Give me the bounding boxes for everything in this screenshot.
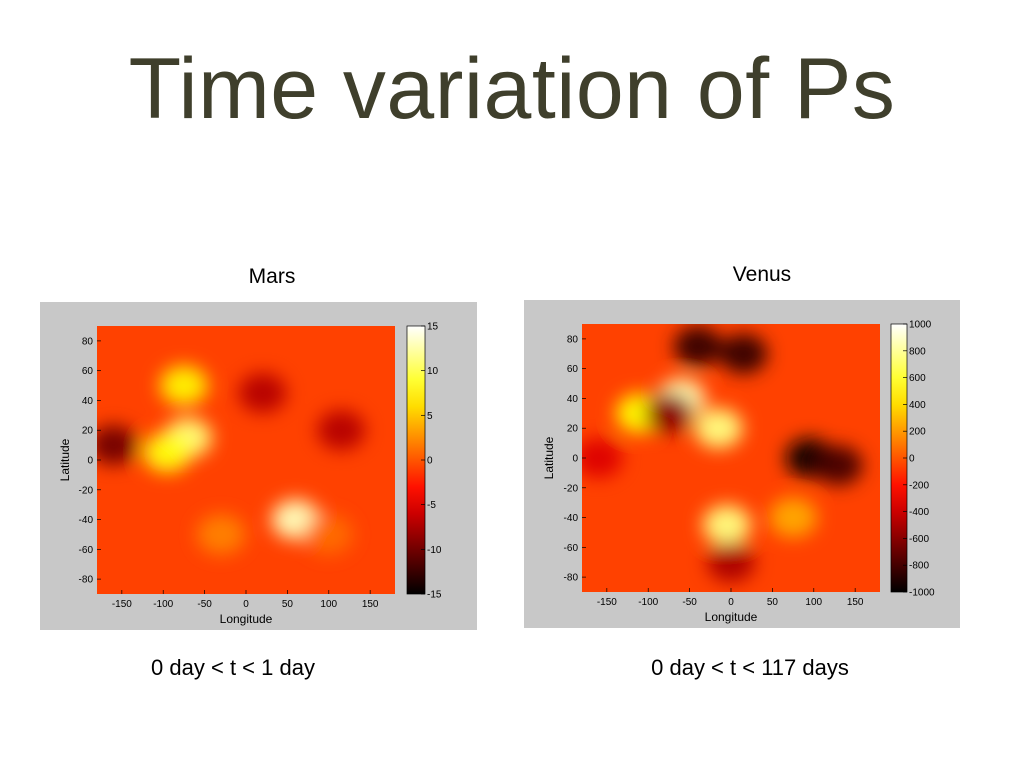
mars-heatmap-cell [159, 365, 208, 406]
venus-y-tick-label: -20 [564, 483, 579, 494]
venus-heatmap-area [582, 324, 880, 592]
venus-y-tick-label: 40 [567, 394, 579, 405]
venus-heatmap-cell [644, 393, 693, 434]
mars-heatmap-cell [304, 514, 353, 555]
mars-x-tick-label: 100 [320, 599, 337, 610]
mars-colorbar-tick-label: 15 [427, 322, 439, 333]
mars-colorbar-tick-label: -15 [427, 590, 442, 601]
venus-heatmap-figure: -150 -100 -50 0 50 100 150806040200-20-40-60-8… [524, 300, 960, 628]
mars-x-tick-label: -150 [112, 599, 132, 610]
venus-y-tick-label: -80 [564, 573, 579, 584]
venus-heatmap-cell [702, 505, 751, 545]
mars-heatmap-cell [143, 432, 192, 473]
mars-y-tick-label: -60 [79, 545, 94, 556]
venus-heatmap-cell [694, 408, 743, 449]
venus-colorbar-tick-label: -800 [909, 561, 929, 572]
mars-y-tick-label: 80 [82, 336, 94, 347]
venus-x-tick-label: 150 [847, 597, 864, 608]
mars-x-tick-label: -100 [153, 599, 173, 610]
venus-x-tick-label: -50 [682, 597, 697, 608]
mars-y-tick-label: -20 [79, 485, 94, 496]
mars-heatmap-area [97, 326, 395, 594]
mars-colorbar-tick-label: 10 [427, 366, 439, 377]
mars-heatmap-cell [97, 425, 138, 466]
venus-colorbar-tick-label: 600 [909, 373, 926, 384]
mars-time-caption: 0 day < t < 1 day [151, 655, 315, 680]
mars-y-tick-label: 20 [82, 426, 94, 437]
venus-y-tick-label: 80 [567, 334, 579, 345]
venus-colorbar-tick-label: 800 [909, 346, 926, 357]
venus-colorbar-tick-label: 0 [909, 454, 915, 465]
mars-x-tick-label: 50 [282, 599, 294, 610]
slide-title: Time variation of Ps [128, 41, 896, 137]
mars-y-tick-label: 40 [82, 396, 94, 407]
venus-heatmap-cell [673, 326, 722, 367]
venus-x-tick-label: -100 [638, 597, 658, 608]
venus-heatmap-cell [814, 445, 863, 486]
venus-panel-label: Venus [732, 263, 792, 286]
venus-x-tick-label: 0 [728, 597, 734, 608]
mars-colorbar-tick-label: -5 [427, 500, 436, 511]
mars-x-tick-label: -50 [197, 599, 212, 610]
venus-colorbar-tick-label: -400 [909, 507, 929, 518]
venus-x-tick-label: -150 [597, 597, 617, 608]
mars-heatmap-figure: -150 -100 -50 0 50 100 150806040200-20-40-60-8… [40, 302, 477, 630]
venus-heatmap-cell [719, 333, 768, 374]
mars-colorbar-tick-label: 5 [427, 411, 433, 422]
mars-heatmap-base [97, 326, 395, 594]
venus-y-tick-label: -60 [564, 543, 579, 554]
venus-colorbar-tick-label: -600 [909, 534, 929, 545]
mars-colorbar-tick-label: 0 [427, 456, 433, 467]
venus-y-tick-label: 0 [572, 454, 578, 465]
venus-colorbar-tick-label: 400 [909, 400, 926, 411]
mars-y-tick-label: -80 [79, 575, 94, 586]
mars-y-tick-label: 60 [82, 366, 94, 377]
mars-panel-label: Mars [248, 265, 296, 288]
mars-y-tick-label: 0 [87, 456, 93, 467]
mars-heatmap-cell [238, 373, 287, 413]
mars-x-axis-label: Longitude [220, 612, 273, 626]
venus-heatmap-cell [707, 542, 755, 583]
venus-y-axis-label: Latitude [542, 436, 556, 479]
mars-x-tick-label: 0 [243, 599, 249, 610]
venus-heatmap-cell [582, 438, 623, 478]
mars-colorbar-tick-label: -10 [427, 545, 442, 556]
venus-colorbar-tick-label: -200 [909, 480, 929, 491]
mars-heatmap-cell [317, 410, 366, 451]
mars-y-axis-label: Latitude [58, 438, 72, 481]
venus-x-tick-label: 50 [767, 597, 779, 608]
venus-y-tick-label: 20 [567, 424, 579, 435]
venus-colorbar-tick-label: 200 [909, 427, 926, 438]
venus-x-axis-label: Longitude [705, 610, 758, 624]
venus-colorbar-tick-label: -1000 [909, 588, 935, 599]
venus-x-tick-label: 100 [805, 597, 822, 608]
venus-heatmap-cell [769, 497, 818, 538]
mars-x-tick-label: 150 [362, 599, 379, 610]
venus-y-tick-label: -40 [564, 513, 579, 524]
mars-heatmap-cell [197, 514, 246, 555]
mars-y-tick-label: -40 [79, 515, 94, 526]
venus-y-tick-label: 60 [567, 364, 579, 375]
venus-time-caption: 0 day < t < 117 days [651, 655, 849, 680]
venus-colorbar-tick-label: 1000 [909, 320, 932, 331]
